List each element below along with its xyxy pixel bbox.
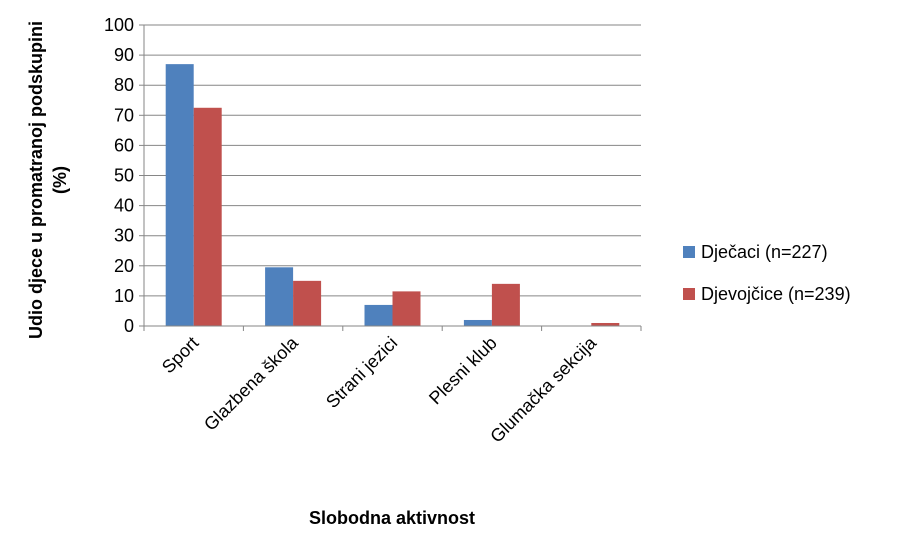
y-tick-label: 90 — [114, 45, 134, 65]
legend-swatch — [683, 246, 695, 258]
y-tick-label: 20 — [114, 256, 134, 276]
legend: Dječaci (n=227) Djevojčice (n=239) — [683, 242, 851, 304]
bar — [265, 267, 294, 326]
x-tick-label: Glazbena škola — [200, 332, 303, 435]
y-tick-label: 30 — [114, 226, 134, 246]
x-axis-title: Slobodna aktivnost — [309, 508, 475, 528]
bar — [392, 291, 421, 326]
bar — [491, 283, 520, 326]
bar — [591, 322, 620, 326]
bar — [293, 280, 322, 326]
x-tick-label: Sport — [158, 333, 203, 378]
bars — [165, 64, 620, 327]
y-tick-label: 50 — [114, 166, 134, 186]
x-tick-label: Strani jezici — [322, 333, 401, 412]
y-tick-label: 60 — [114, 135, 134, 155]
legend-label: Djevojčice (n=239) — [701, 284, 851, 304]
x-tick-label: Plesni klub — [425, 333, 501, 409]
bar — [463, 319, 492, 326]
y-tick-label: 80 — [114, 75, 134, 95]
bar — [193, 107, 222, 327]
y-axis-title-line2: (%) — [50, 166, 70, 194]
y-tick-label: 100 — [104, 15, 134, 35]
y-tick-label: 40 — [114, 196, 134, 216]
x-tick-label: Glumačka sekcija — [486, 332, 601, 447]
y-tick-label: 0 — [124, 316, 134, 336]
y-tick-labels: 0 10 20 30 40 50 60 70 80 90 100 — [104, 15, 134, 336]
gridlines — [144, 24, 641, 297]
axes — [139, 24, 642, 331]
y-tick-label: 70 — [114, 105, 134, 125]
legend-swatch — [683, 288, 695, 300]
y-tick-label: 10 — [114, 286, 134, 306]
bar — [165, 64, 194, 326]
y-axis-title-line1: Udio djece u promatranoj podskupini — [26, 21, 46, 339]
bar — [364, 304, 393, 326]
legend-label: Dječaci (n=227) — [701, 242, 828, 262]
